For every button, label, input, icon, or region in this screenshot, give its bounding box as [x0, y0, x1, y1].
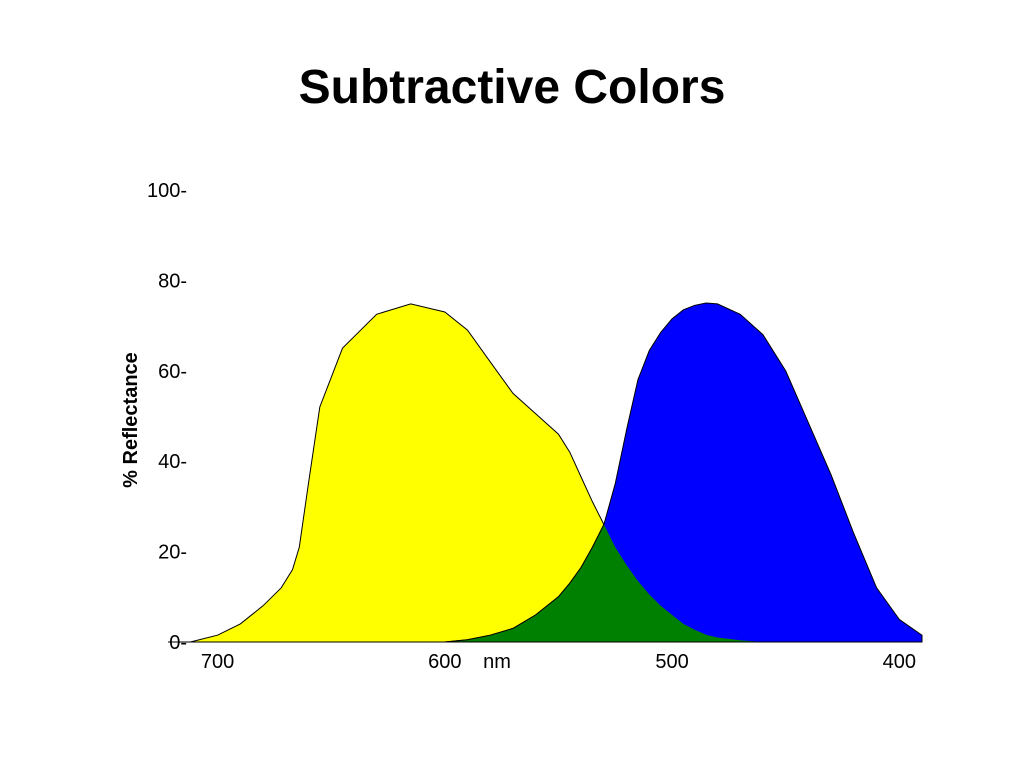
x-axis-ticks: 700 600 500 400	[201, 651, 916, 673]
x-tick-label: 400	[883, 651, 916, 673]
y-tick-label: 0-	[169, 632, 187, 654]
slide-title: Subtractive Colors	[298, 61, 726, 114]
x-tick-label: 500	[655, 651, 688, 673]
y-tick-label: 100-	[147, 180, 187, 202]
y-axis-ticks: 100- 80- 60- 40- 20- 0-	[147, 180, 187, 654]
x-tick-label: 600	[428, 651, 461, 673]
y-axis-label: % Reflectance	[120, 352, 142, 488]
x-tick-label: 700	[201, 651, 234, 673]
y-tick-label: 60-	[158, 361, 187, 383]
chart-areas	[190, 302, 923, 643]
y-tick-label: 40-	[158, 451, 187, 473]
y-tick-label: 20-	[158, 542, 187, 564]
x-axis-label: nm	[483, 651, 511, 673]
y-tick-label: 80-	[158, 270, 187, 292]
